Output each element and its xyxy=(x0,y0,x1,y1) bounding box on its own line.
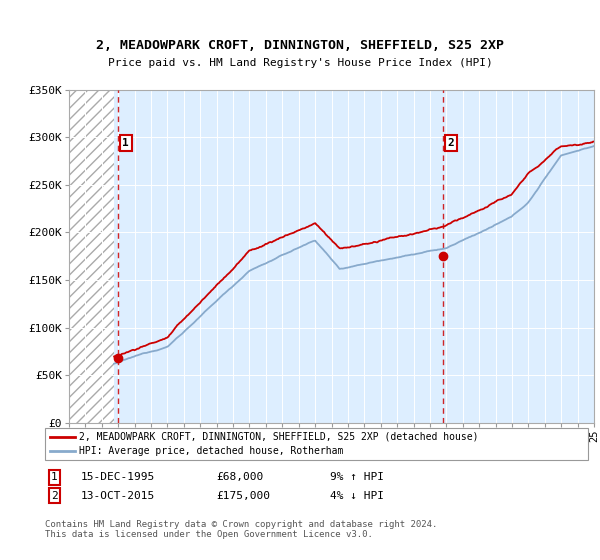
Text: 4% ↓ HPI: 4% ↓ HPI xyxy=(330,491,384,501)
Text: £175,000: £175,000 xyxy=(216,491,270,501)
Text: 2: 2 xyxy=(448,138,455,148)
Text: 1: 1 xyxy=(51,472,58,482)
Text: 15-DEC-1995: 15-DEC-1995 xyxy=(81,472,155,482)
Text: Price paid vs. HM Land Registry's House Price Index (HPI): Price paid vs. HM Land Registry's House … xyxy=(107,58,493,68)
Text: Contains HM Land Registry data © Crown copyright and database right 2024.
This d: Contains HM Land Registry data © Crown c… xyxy=(45,520,437,539)
Text: 2, MEADOWPARK CROFT, DINNINGTON, SHEFFIELD, S25 2XP: 2, MEADOWPARK CROFT, DINNINGTON, SHEFFIE… xyxy=(96,39,504,52)
Text: HPI: Average price, detached house, Rotherham: HPI: Average price, detached house, Roth… xyxy=(79,446,344,456)
Text: 13-OCT-2015: 13-OCT-2015 xyxy=(81,491,155,501)
Text: £68,000: £68,000 xyxy=(216,472,263,482)
Text: 9% ↑ HPI: 9% ↑ HPI xyxy=(330,472,384,482)
Text: 2: 2 xyxy=(51,491,58,501)
Text: 1: 1 xyxy=(122,138,129,148)
Text: 2, MEADOWPARK CROFT, DINNINGTON, SHEFFIELD, S25 2XP (detached house): 2, MEADOWPARK CROFT, DINNINGTON, SHEFFIE… xyxy=(79,432,479,442)
Bar xyxy=(69,90,114,423)
